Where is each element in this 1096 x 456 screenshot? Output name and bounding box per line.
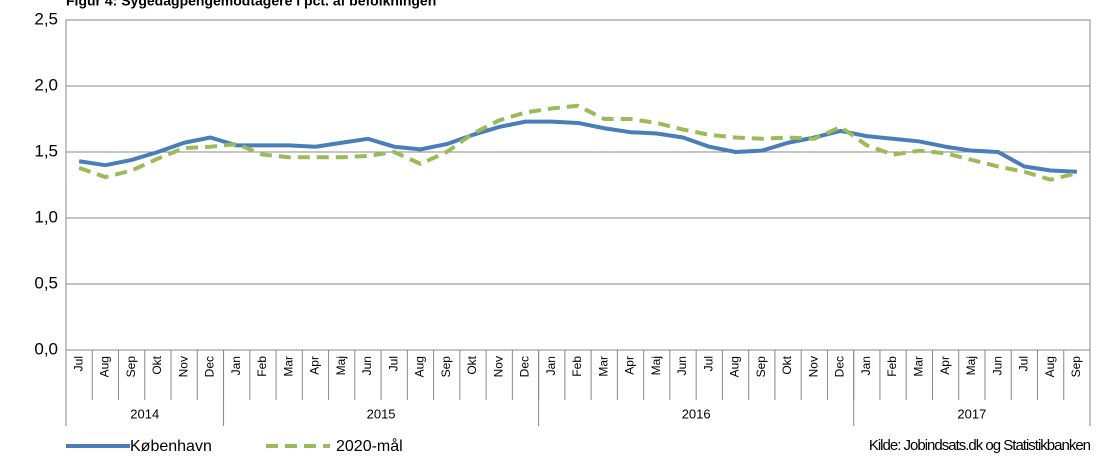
y-tick-label: 0,5 bbox=[34, 273, 58, 292]
series-line bbox=[78, 119, 1077, 174]
x-tick-label: Apr bbox=[623, 356, 637, 375]
x-tick-label: Okt bbox=[465, 355, 479, 374]
x-tick-label: Jan bbox=[859, 356, 873, 375]
y-tick-label: 2,5 bbox=[34, 9, 58, 28]
x-tick-label: Aug bbox=[728, 356, 742, 377]
x-tick-label: Jul bbox=[386, 356, 400, 371]
x-tick-label: Sep bbox=[124, 356, 138, 378]
x-tick-label: Jul bbox=[71, 356, 85, 371]
plot-area bbox=[65, 19, 1091, 351]
x-tick-label: Apr bbox=[938, 356, 952, 375]
x-tick-label: Mar bbox=[281, 356, 295, 377]
x-tick-label: Jan bbox=[544, 356, 558, 375]
x-tick-label: Jun bbox=[990, 356, 1004, 375]
x-tick-label: Mar bbox=[596, 356, 610, 377]
x-tick-label: Feb bbox=[255, 356, 269, 377]
source: Kilde: Jobindsats.dk og Statistikbanken bbox=[869, 437, 1091, 454]
x-tick-label: Mar bbox=[912, 356, 926, 377]
x-tick-label: Jul bbox=[1017, 356, 1031, 371]
x-tick-label: Apr bbox=[308, 356, 322, 375]
x-tick-label: Sep bbox=[754, 356, 768, 378]
x-tick-label: Dec bbox=[203, 356, 217, 377]
x-tick-label: Aug bbox=[413, 356, 427, 377]
legend-label: København bbox=[130, 438, 212, 455]
series-line bbox=[78, 103, 1078, 182]
x-tick-label: Jan bbox=[229, 356, 243, 375]
x-tick-label: Maj bbox=[649, 356, 663, 375]
x-tick-label: Maj bbox=[964, 356, 978, 375]
year-label: 2016 bbox=[682, 406, 711, 421]
x-tick-label: Jun bbox=[360, 356, 374, 375]
x-tick-label: Sep bbox=[439, 356, 453, 378]
x-tick-label: Dec bbox=[518, 356, 532, 377]
x-tick-label: Sep bbox=[1069, 356, 1083, 378]
x-tick-label: Nov bbox=[491, 356, 505, 377]
x-tick-label: Maj bbox=[334, 356, 348, 375]
year-label: 2015 bbox=[367, 406, 396, 421]
x-tick-label: Feb bbox=[885, 356, 899, 377]
y-tick-label: 1,5 bbox=[34, 141, 58, 160]
legend-label: 2020-mål bbox=[336, 437, 403, 455]
x-tick-label: Okt bbox=[780, 355, 794, 374]
x-tick-label: Aug bbox=[98, 356, 112, 377]
x-tick-label: Aug bbox=[1043, 356, 1057, 377]
year-label: 2014 bbox=[130, 406, 159, 421]
y-tick-label: 2,0 bbox=[34, 75, 58, 94]
x-tick-label: Dec bbox=[833, 356, 847, 377]
x-tick-label: Nov bbox=[806, 356, 820, 377]
chart-title: Figur 4: Sygedagpengemodtagere i pct. af… bbox=[66, 0, 436, 9]
x-tick-label: Nov bbox=[176, 356, 190, 377]
y-tick-label: 0,0 bbox=[34, 339, 58, 358]
x-tick-label: Jun bbox=[675, 356, 689, 375]
x-tick-label: Okt bbox=[150, 355, 164, 374]
x-tick-label: Jul bbox=[701, 356, 715, 371]
x-tick-label: Feb bbox=[570, 356, 584, 377]
y-tick-label: 1,0 bbox=[34, 207, 58, 226]
year-label: 2017 bbox=[957, 406, 986, 421]
